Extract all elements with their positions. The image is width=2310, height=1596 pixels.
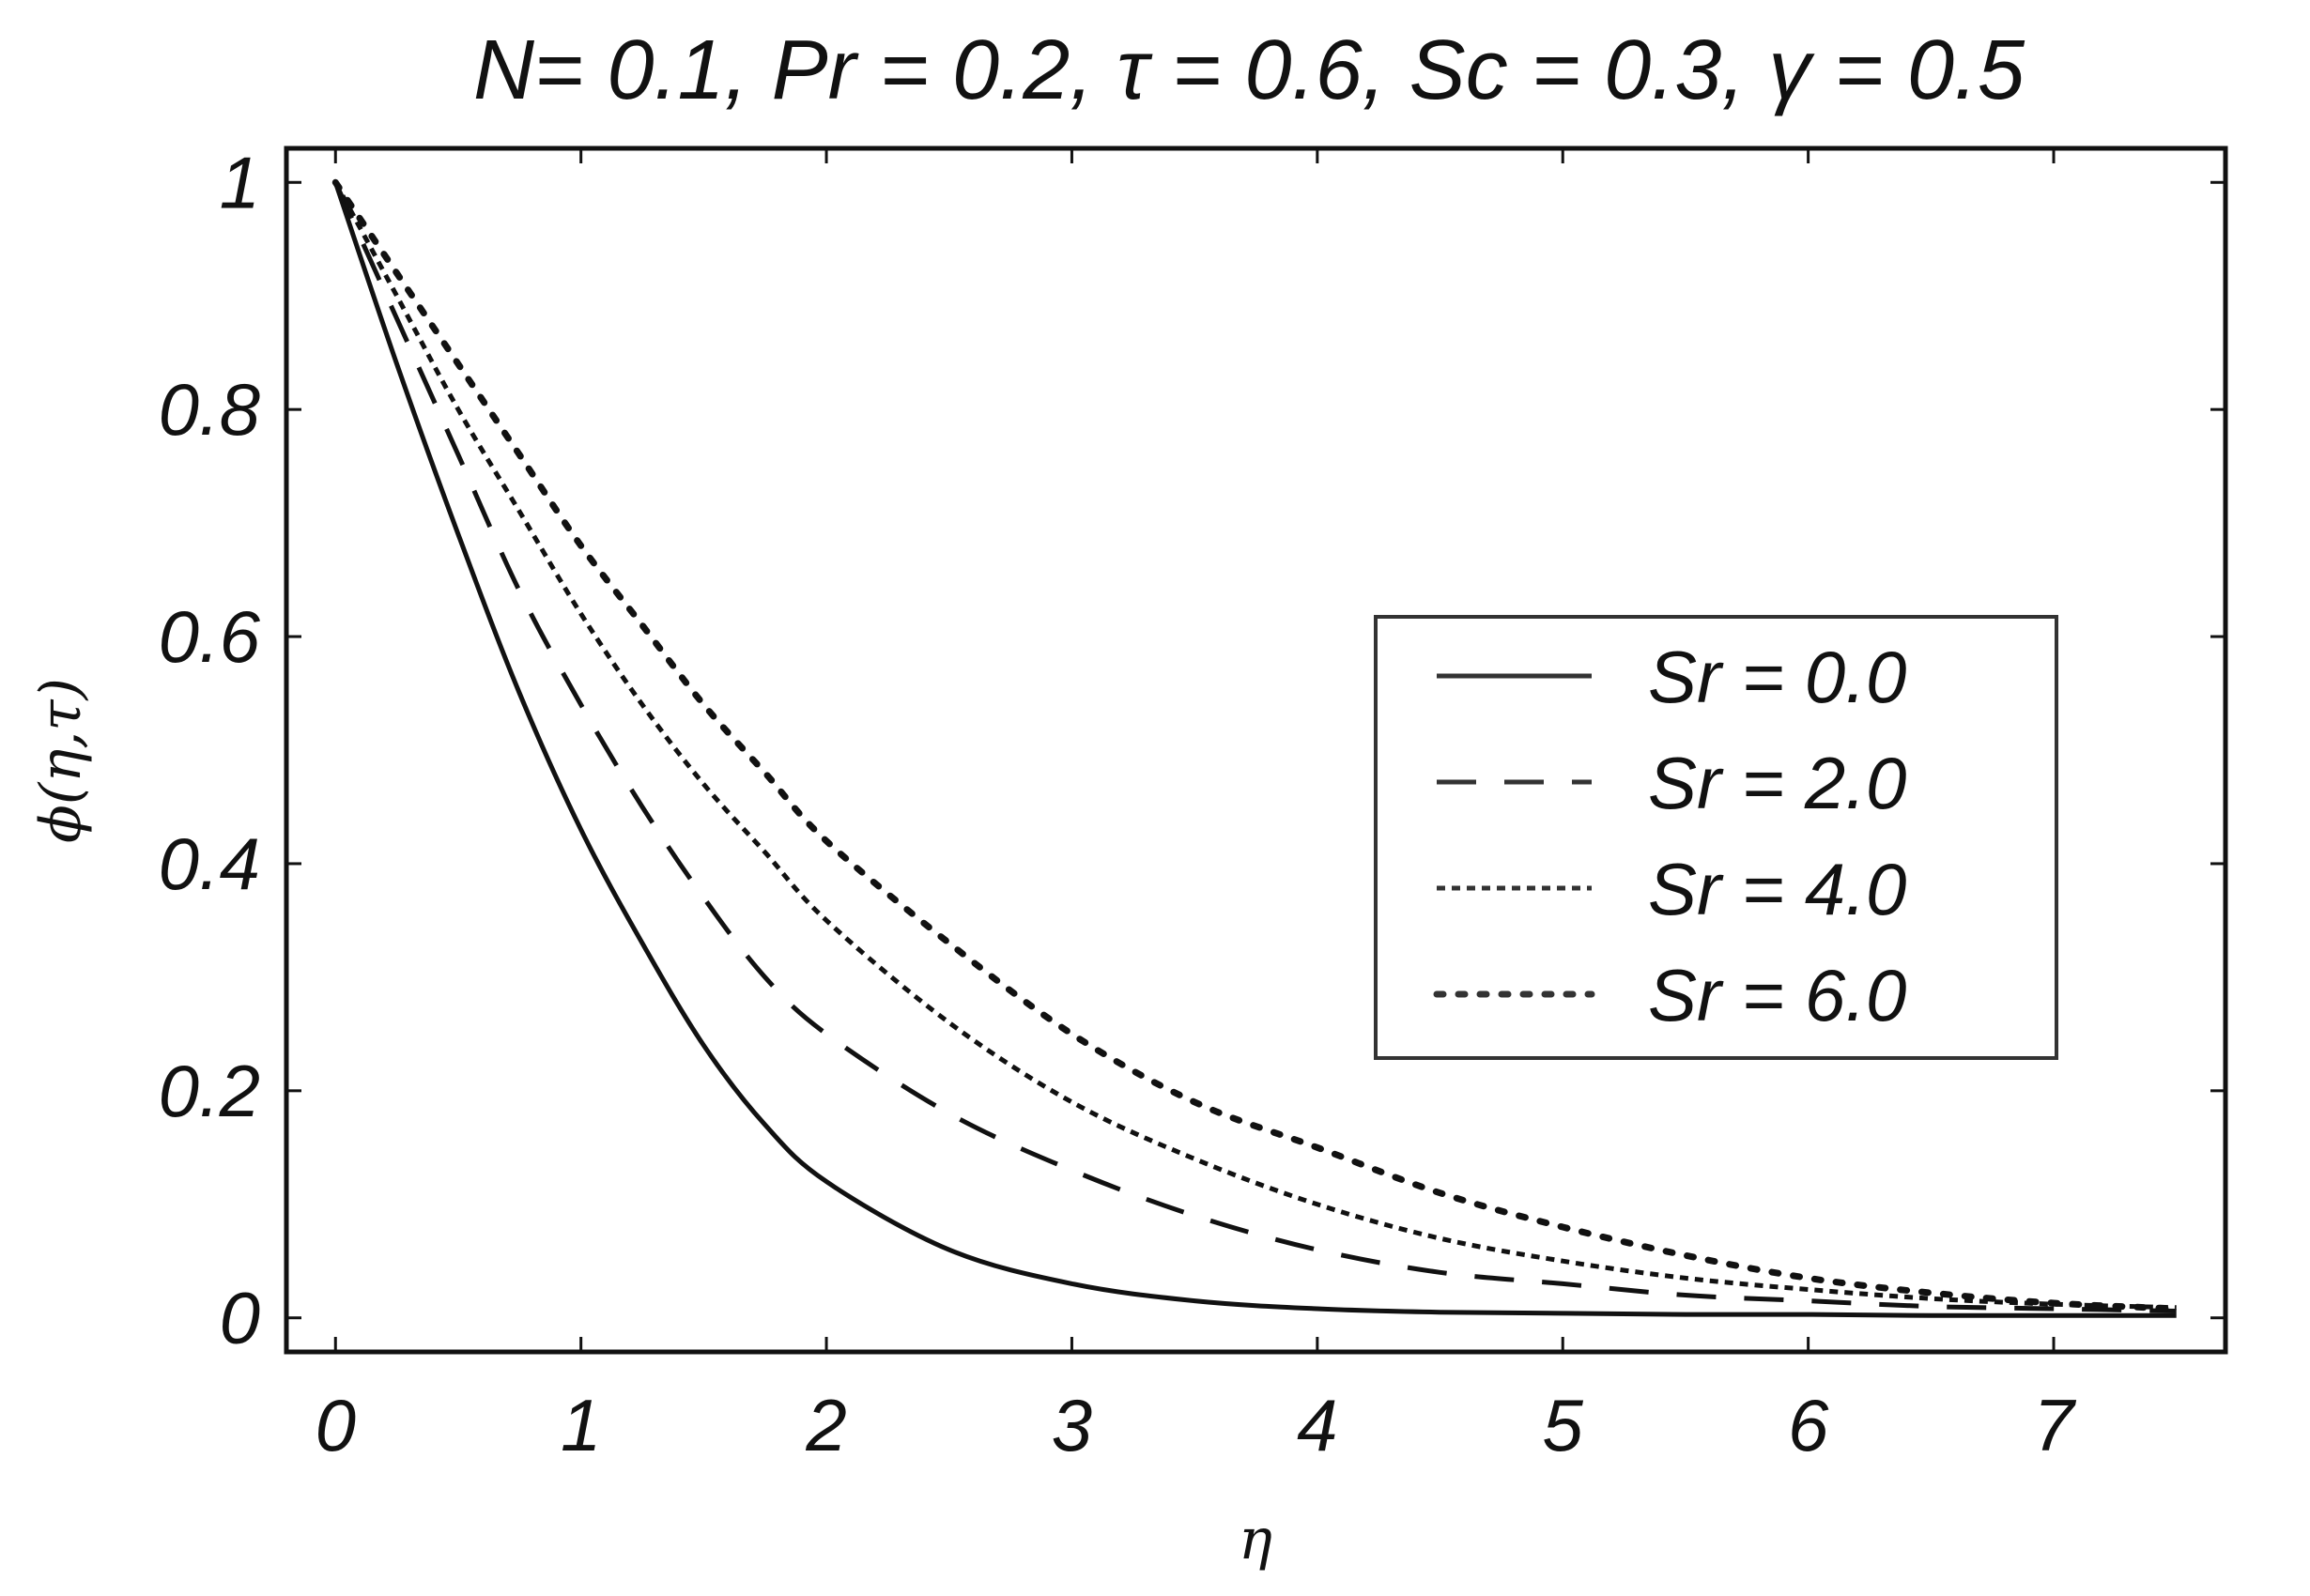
series-layer — [331, 178, 2180, 1318]
x-axis-ticks: 0 1 2 3 4 5 6 7 — [316, 148, 2076, 1466]
legend-label-2: Sr = 4.0 — [1648, 848, 1906, 930]
x-tick-label-5: 5 — [1543, 1384, 1584, 1466]
y-tick-label-1: 0.2 — [159, 1050, 260, 1132]
x-tick-label-2: 2 — [805, 1384, 846, 1466]
x-tick-label-4: 4 — [1297, 1384, 1337, 1466]
series-line-0 — [332, 181, 2177, 1318]
x-tick-label-3: 3 — [1052, 1384, 1092, 1466]
plot-frame — [284, 146, 2228, 1355]
y-tick-label-5: 1 — [220, 141, 260, 223]
x-tick-label-0: 0 — [316, 1384, 356, 1466]
x-tick-label-7: 7 — [2033, 1384, 2076, 1466]
legend-box — [1374, 615, 2058, 1060]
y-axis-ticks: 0 0.2 0.4 0.6 0.8 1 — [159, 141, 2225, 1359]
y-axis-label: ϕ(η,τ) — [28, 678, 94, 843]
x-tick-label-6: 6 — [1788, 1384, 1829, 1466]
x-axis-label: η — [1239, 1507, 1272, 1573]
y-tick-label-3: 0.6 — [159, 595, 261, 678]
chart-title: N= 0.1, Pr = 0.2, τ = 0.6, Sc = 0.3, γ =… — [473, 23, 2025, 117]
y-tick-label-4: 0.8 — [159, 368, 260, 451]
legend-label-0: Sr = 0.0 — [1648, 636, 1906, 718]
legend-label-3: Sr = 6.0 — [1648, 954, 1906, 1036]
x-tick-label-1: 1 — [561, 1384, 601, 1466]
y-tick-label-0: 0 — [220, 1277, 260, 1359]
legend: Sr = 0.0 Sr = 2.0 Sr = 4.0 Sr = 6.0 — [1374, 615, 2058, 1060]
legend-label-1: Sr = 2.0 — [1648, 742, 1906, 824]
y-tick-label-2: 0.4 — [159, 822, 260, 905]
